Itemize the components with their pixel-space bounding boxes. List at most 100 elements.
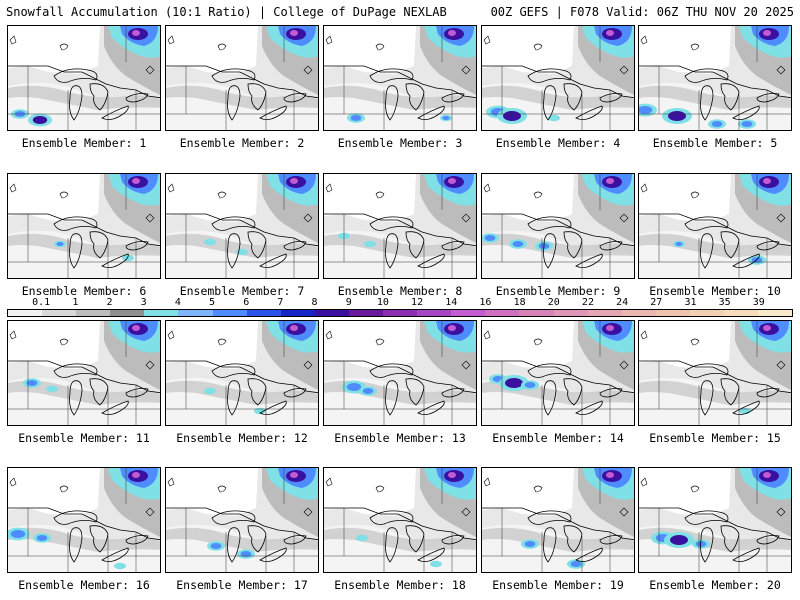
lake-superior [684, 510, 729, 525]
lake-erie [732, 253, 760, 268]
snowfall-map [482, 174, 634, 278]
colorbar-label: 9 [345, 297, 352, 308]
lake-superior [53, 216, 98, 231]
lake-huron [405, 231, 425, 259]
lake-michigan [385, 85, 399, 121]
colorbar-label: 0.1 [32, 297, 51, 308]
colorbar-label: 7 [277, 297, 284, 308]
lake-erie [575, 400, 603, 415]
lake-of-the-woods [9, 477, 17, 487]
colorbar-swatch [8, 310, 43, 316]
snow-accumulation-spot [10, 530, 26, 538]
snowfall-map [324, 468, 476, 572]
lake-of-the-woods [483, 330, 491, 340]
member-map-panel [481, 173, 635, 279]
heavy-snow-core [448, 325, 456, 331]
lake-michigan [700, 527, 714, 563]
member-map-panel [323, 467, 477, 573]
colorbar-label: 20 [547, 297, 560, 308]
lake-ontario [599, 388, 623, 398]
ensemble-member-label: Ensemble Member: 13 [334, 431, 466, 445]
lake-ontario [599, 93, 623, 103]
snow-accumulation-spot [639, 106, 653, 114]
member-map-panel [165, 320, 319, 426]
lake-of-the-woods [483, 183, 491, 193]
lake-michigan [69, 527, 83, 563]
no-snow-area [8, 174, 100, 222]
lake-superior [211, 510, 256, 525]
lake-erie [259, 400, 287, 415]
lake-of-the-woods [167, 477, 175, 487]
member-map-panel [638, 320, 792, 426]
lake-nipigon [690, 338, 700, 346]
ensemble-member-label: Ensemble Member: 7 [179, 284, 305, 298]
colorbar-swatch [348, 310, 384, 316]
member-map-panel [7, 25, 161, 131]
lake-of-the-woods [325, 477, 333, 487]
member-map-panel [7, 173, 161, 279]
colorbar-label: 4 [174, 297, 181, 308]
snow-accumulation-spot [570, 561, 582, 567]
heavy-snow-core [290, 325, 298, 331]
state-borders [166, 26, 318, 130]
lake-nipissing [145, 360, 155, 370]
snowfall-map [8, 174, 160, 278]
international-border [639, 213, 791, 247]
lake-of-the-woods [9, 330, 17, 340]
lake-of-the-woods [640, 183, 648, 193]
lake-of-the-woods [640, 477, 648, 487]
lake-ontario [441, 241, 465, 251]
heavy-snow-core [290, 472, 298, 478]
colorbar-swatch [383, 310, 418, 316]
lake-michigan [385, 527, 399, 563]
snow-band [8, 380, 160, 405]
lake-nipissing [461, 213, 471, 223]
international-border [639, 65, 791, 99]
colorbar-swatch [280, 310, 315, 316]
lake-superior [53, 363, 98, 378]
no-snow-area [166, 468, 258, 516]
colorbar-swatch [485, 310, 520, 316]
lake-superior [211, 68, 256, 83]
member-map-panel [638, 467, 792, 573]
international-border [482, 360, 634, 394]
heavy-snow-core [132, 472, 140, 478]
snow-accumulation-spot [711, 121, 723, 127]
heavy-snow-core [448, 472, 456, 478]
international-border [482, 507, 634, 541]
ensemble-member-label: Ensemble Member: 20 [649, 578, 781, 592]
snow-band [482, 527, 634, 552]
snowfall-map [166, 468, 318, 572]
lake-nipissing [303, 507, 313, 517]
snow-accumulation-spot [675, 242, 683, 246]
ensemble-member-label: Ensemble Member: 9 [495, 284, 621, 298]
header: Snowfall Accumulation (10:1 Ratio) | Col… [0, 0, 800, 22]
snow-accumulation-spot [668, 111, 686, 121]
lake-michigan [700, 85, 714, 121]
lake-of-the-woods [9, 183, 17, 193]
member-map-panel [165, 25, 319, 131]
lake-nipissing [619, 360, 629, 370]
lake-michigan [227, 85, 241, 121]
colorbar-label: 1 [72, 297, 79, 308]
colorbar-swatch [76, 310, 111, 316]
member-map-panel [481, 467, 635, 573]
lake-huron [247, 378, 267, 406]
snowfall-map [8, 26, 160, 130]
ensemble-member-label: Ensemble Member: 12 [176, 431, 308, 445]
heavy-snow-core [763, 325, 771, 331]
lake-ontario [756, 535, 780, 545]
state-borders [8, 174, 160, 278]
ensemble-member-label: Ensemble Member: 19 [492, 578, 624, 592]
lake-erie [101, 253, 129, 268]
member-map-panel [7, 467, 161, 573]
map-title: Snowfall Accumulation (10:1 Ratio) | Col… [6, 5, 447, 19]
international-border [639, 507, 791, 541]
lake-huron [563, 231, 583, 259]
snow-band [166, 85, 318, 110]
lake-nipissing [776, 360, 786, 370]
snow-accumulation-spot [362, 388, 374, 394]
lake-of-the-woods [325, 330, 333, 340]
snowfall-map [639, 468, 791, 572]
lake-ontario [125, 535, 149, 545]
